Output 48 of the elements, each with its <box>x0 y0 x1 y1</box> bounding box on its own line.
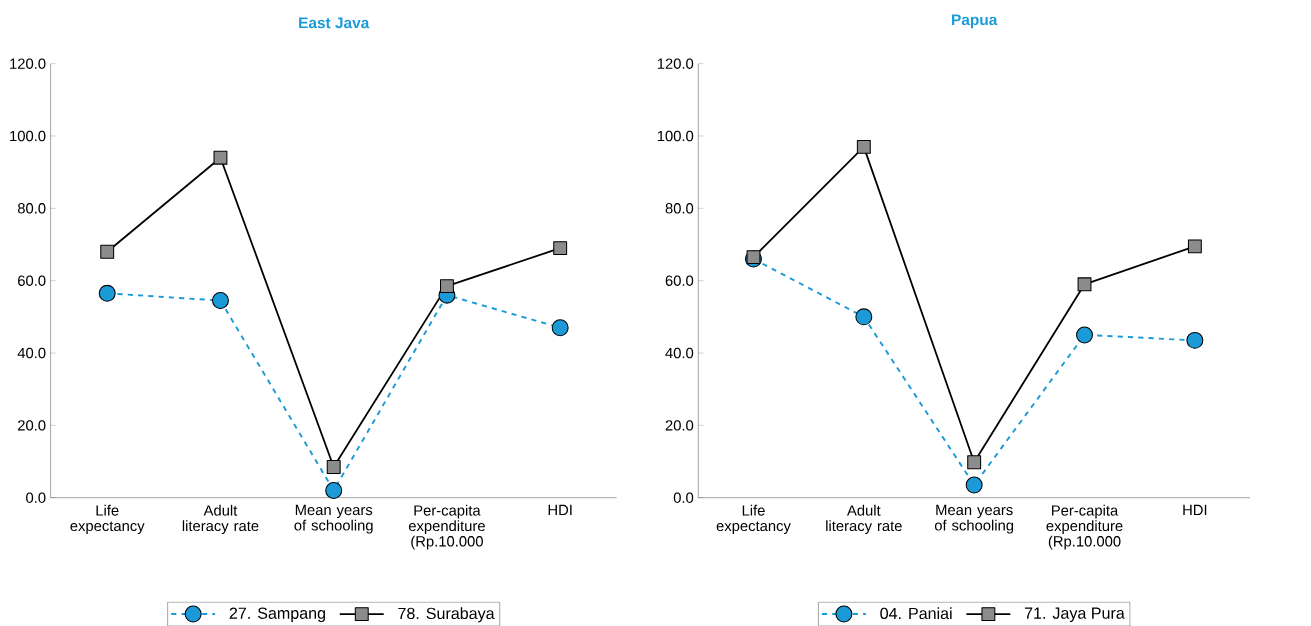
x-tick-label: Adult literacy rate <box>826 504 902 534</box>
chart-title: Papua <box>952 14 998 29</box>
x-tick-label: Life expectancy <box>716 504 791 534</box>
point <box>211 291 229 309</box>
x-tick-label: Life expectancy <box>70 504 145 534</box>
point <box>1187 239 1202 254</box>
point <box>856 139 871 154</box>
y-tick-label: 100.0 <box>10 130 46 142</box>
point <box>551 319 569 337</box>
point <box>746 250 761 264</box>
point <box>965 476 983 494</box>
x-tick-label: Per-capita expenditure (Rp.10.000 <box>1046 504 1123 550</box>
y-tick-label: 0.0 <box>673 492 694 503</box>
y-tick-label: 60.0 <box>665 275 694 286</box>
y-tick-label: 80.0 <box>17 202 46 214</box>
point <box>967 455 982 470</box>
point <box>98 284 116 302</box>
y-tick-label: 40.0 <box>17 347 46 359</box>
x-tick-label: Per-capita expenditure (Rp.10.000 <box>408 504 485 550</box>
y-tick-label: 20.0 <box>665 420 694 431</box>
x-tick-label: HDI <box>1183 504 1207 515</box>
y-tick-label: 80.0 <box>665 202 694 214</box>
y-tick-label: 100.0 <box>657 130 694 142</box>
x-tick-label: Mean years of schooling <box>934 504 1014 534</box>
point <box>439 279 454 293</box>
x-tick-label: HDI <box>548 504 572 515</box>
y-tick-label: 60.0 <box>18 275 46 286</box>
point <box>1077 277 1092 292</box>
point <box>1076 326 1094 344</box>
y-tick-label: 120.0 <box>657 58 694 69</box>
y-tick-label: 40.0 <box>665 347 694 359</box>
legend-label: 78. Surabaya <box>398 607 495 623</box>
point <box>325 481 343 499</box>
chart-title: East Java <box>299 17 370 29</box>
x-tick-label: Mean years of schooling <box>294 504 373 534</box>
point <box>553 241 568 255</box>
y-tick-label: 0.0 <box>26 492 46 503</box>
point <box>213 150 228 165</box>
point <box>855 308 873 326</box>
point <box>1186 331 1204 349</box>
point <box>100 244 115 259</box>
x-tick-label: Adult literacy rate <box>182 504 259 534</box>
y-tick-label: 120.0 <box>10 58 46 69</box>
point <box>326 459 341 474</box>
legend-label: 71. Jaya Pura <box>1024 607 1125 622</box>
y-tick-label: 20.0 <box>18 420 46 431</box>
legend-label: 04. Paniai <box>880 607 952 619</box>
legend-label: 27. Sampang <box>229 607 325 622</box>
